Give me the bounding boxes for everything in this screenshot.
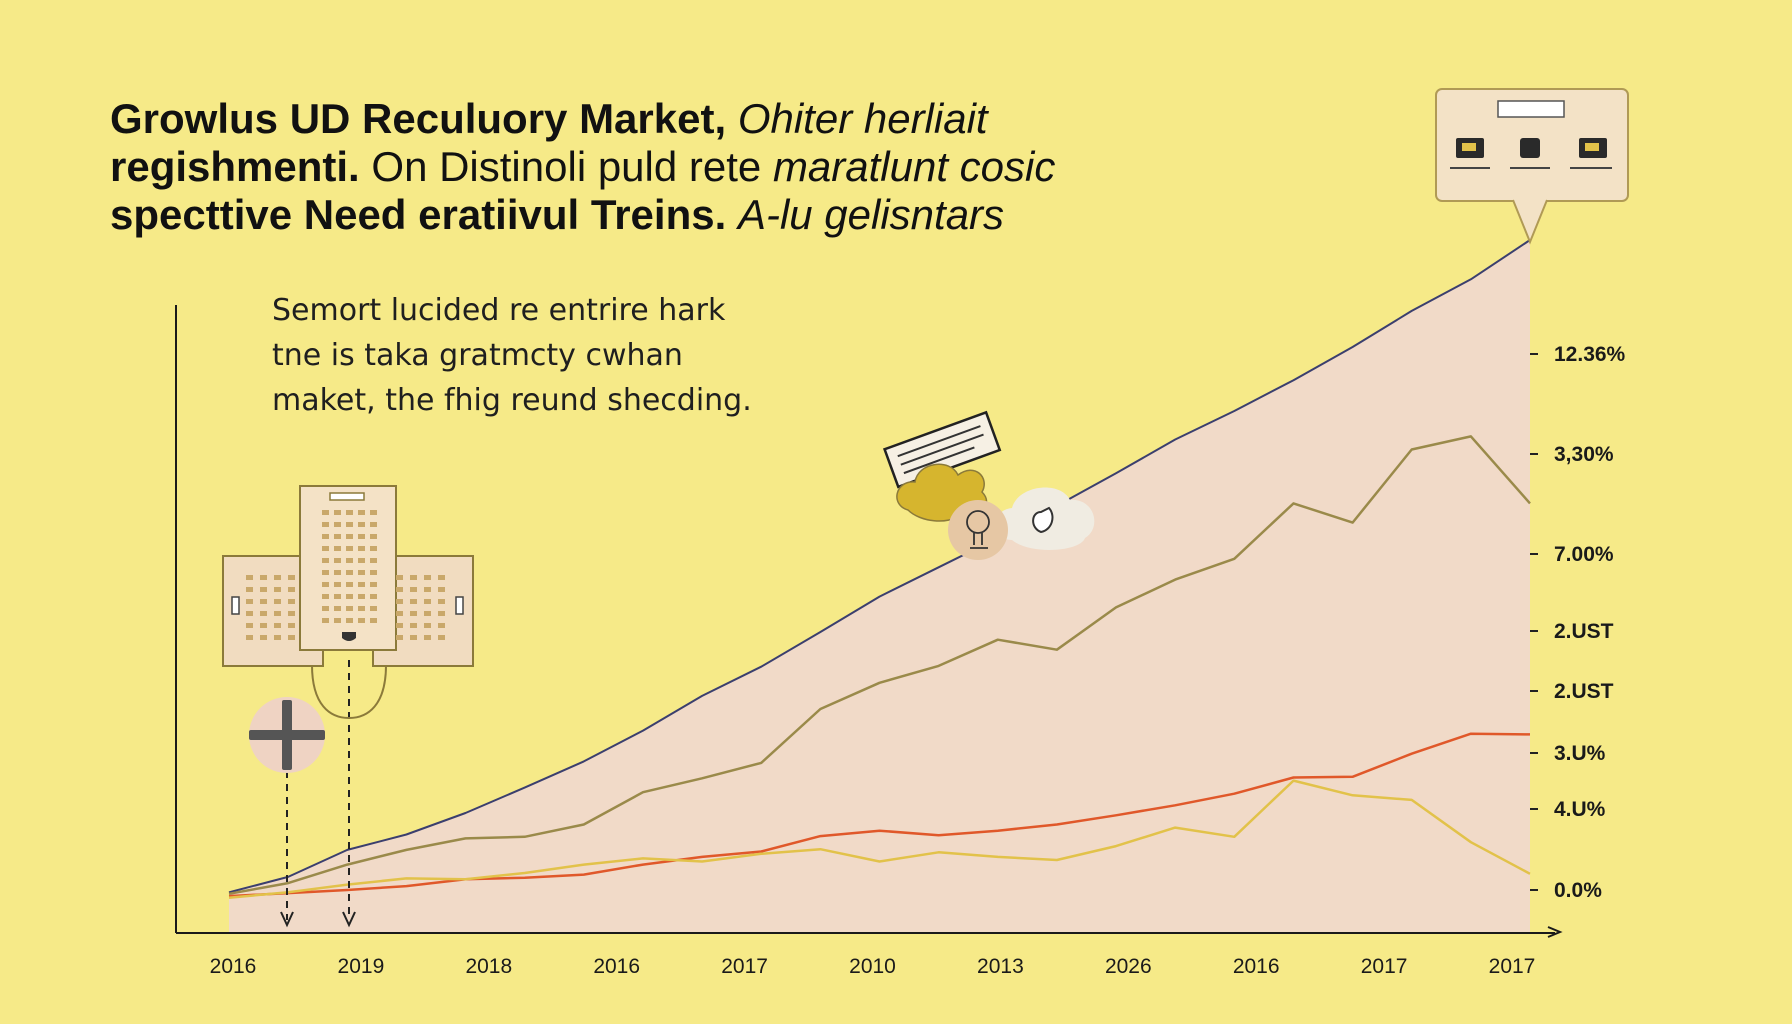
x-axis-arrow: [1547, 926, 1563, 938]
series-line-4: [228, 779, 1531, 899]
annotation-line-3: maket, the fhig reund shecding.: [272, 383, 752, 418]
y-tick-label: 7.00%: [1554, 543, 1614, 566]
axes: [175, 305, 1563, 938]
y-tick-label: 2.UST: [1554, 680, 1614, 703]
y-tick-label: 3.U%: [1554, 742, 1606, 765]
x-tick-label: 2017: [1361, 955, 1408, 978]
y-tick-labels: 12.36% 3,30% 7.00% 2.UST 2.UST 3.U% 4.U% 0.0%: [1530, 343, 1626, 902]
x-tick-label: 2018: [465, 955, 512, 978]
x-tick-labels: 2016 2019 2018 2016 2017 2010 2013 2026 2016 2017…: [210, 955, 1536, 978]
title-line3-bold: specttive Need eratiivul Treins.: [110, 191, 727, 238]
title-line2-italic: maratlunt cosic: [772, 143, 1056, 190]
title-line2-bold: regishmenti.: [110, 143, 360, 190]
y-tick-label: 3,30%: [1554, 443, 1614, 466]
y-tick-label: 12.36%: [1554, 343, 1626, 366]
title-line2-regular: On Distinoli puld rete: [371, 143, 762, 190]
title-line3-italic: A-lu gelisntars: [737, 191, 1005, 238]
x-tick-label: 2017: [1489, 955, 1536, 978]
title-line1-italic: Ohiter herliait: [737, 95, 988, 142]
chart-title: Growlus UD Reculuory Market, Ohiter herl…: [110, 95, 1210, 239]
guide-arrows: [280, 660, 356, 928]
series-line-2: [228, 435, 1531, 896]
annotation-line-2: tne is taka gratmcty cwhan: [272, 338, 683, 373]
office-building-icon: [222, 485, 474, 720]
x-tick-label: 2017: [721, 955, 768, 978]
annotation-line-1: Semort lucided re entrire hark: [272, 293, 726, 328]
series-line-3: [228, 732, 1531, 898]
browser-window-icon: [1435, 88, 1629, 245]
series-layer: [228, 239, 1531, 899]
x-tick-label: 2019: [338, 955, 385, 978]
y-tick-label: 0.0%: [1554, 879, 1602, 902]
lightbulb-icon: [948, 500, 1008, 560]
area-fill: [176, 240, 1530, 933]
x-tick-label: 2013: [977, 955, 1024, 978]
series-line-1: [228, 239, 1531, 894]
x-tick-label: 2026: [1105, 955, 1152, 978]
title-line1-bold: Growlus UD Reculuory Market,: [110, 95, 727, 142]
x-tick-label: 2016: [593, 955, 640, 978]
chart-annotation: Semort lucided re entrire hark tne is ta…: [272, 288, 792, 423]
compass-cross-icon: [249, 697, 325, 773]
x-tick-label: 2016: [210, 955, 257, 978]
y-tick-label: 2.UST: [1554, 620, 1614, 643]
y-tick-label: 4.U%: [1554, 798, 1606, 821]
area-layer: [176, 240, 1530, 933]
x-tick-label: 2016: [1233, 955, 1280, 978]
x-tick-label: 2010: [849, 955, 896, 978]
